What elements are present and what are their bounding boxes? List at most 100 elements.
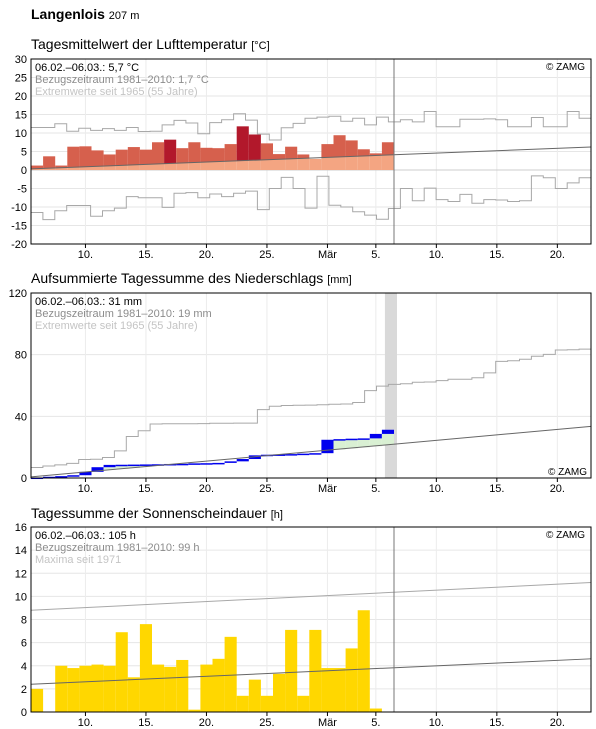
sunshine-title-text: Tagessumme der Sonnenscheindauer	[31, 505, 267, 521]
temperature-bar-anomaly	[139, 149, 152, 165]
sunshine-bar	[248, 679, 261, 712]
station-altitude: 207 m	[108, 10, 140, 22]
normal-precipitation-line	[30, 425, 592, 478]
precipitation-daily-increment	[212, 462, 225, 465]
precipitation-surplus-area	[115, 464, 128, 469]
sunshine-bar	[176, 659, 189, 712]
y-tick-label: 10	[15, 128, 27, 140]
sunshine-bar	[164, 666, 177, 712]
sunshine-bar	[285, 629, 298, 712]
x-tick-label: 15.	[138, 717, 153, 729]
x-tick-label: 20.	[550, 249, 565, 261]
temperature-bar-normal-part	[345, 156, 358, 170]
precipitation-chart: 120 80 40 0 10. 15. 20. 25. Mär 5. 10. 15. 20. 06.02.…	[9, 288, 592, 495]
sunshine-bar	[103, 665, 116, 712]
extremes-note: Extremwerte seit 1965 (55 Jahre)	[35, 86, 198, 98]
extreme-max-line	[31, 348, 591, 468]
sunshine-bar	[115, 632, 128, 712]
y-tick-label: 25	[15, 73, 27, 85]
temperature-bar-anomaly	[224, 144, 237, 162]
sunshine-bar	[260, 695, 273, 712]
sunshine-bar	[91, 664, 104, 712]
temperature-bar-normal-part	[152, 164, 165, 170]
temperature-bar-normal-part	[381, 155, 394, 170]
normal-sunshine-line	[30, 658, 592, 685]
temperature-bar-normal-part	[176, 163, 189, 170]
precipitation-daily-increment	[188, 463, 201, 465]
x-tick-label: Mär	[318, 717, 337, 729]
temperature-bar-anomaly	[91, 150, 104, 167]
y-tick-label: 15	[15, 110, 27, 122]
temperature-bar-normal-part	[224, 161, 237, 170]
station-header: Langenlois 207 m	[31, 6, 139, 22]
temperature-bar-normal-part	[357, 156, 370, 170]
copyright-label: © ZAMG	[546, 530, 585, 541]
extreme-min-line	[31, 175, 591, 221]
sunshine-bar	[79, 665, 92, 712]
sunshine-bar	[188, 709, 201, 712]
temperature-title: Tagesmittelwert der Lufttemperatur [°C]	[31, 36, 270, 52]
temperature-bar-normal-part	[55, 167, 68, 170]
x-tick-label: 10.	[78, 483, 93, 495]
y-tick-label: 5	[21, 147, 27, 159]
precipitation-daily-increment	[369, 433, 382, 439]
y-tick-label: 80	[15, 350, 27, 362]
temperature-bar-anomaly	[127, 147, 140, 165]
temperature-bar-normal-part	[309, 158, 322, 170]
y-tick-label: 20	[15, 91, 27, 103]
x-tick-label: 15.	[138, 249, 153, 261]
x-tick-label: 10.	[78, 249, 93, 261]
plot-border	[30, 526, 592, 713]
reference-summary: Bezugszeitraum 1981–2010: 1,7 °C	[35, 74, 209, 86]
precipitation-daily-increment	[381, 429, 394, 434]
y-tick-label: -10	[11, 202, 27, 214]
copyright-label: © ZAMG	[546, 62, 585, 73]
x-tick-label: 10.	[429, 483, 444, 495]
plot-border	[30, 292, 592, 479]
y-tick-label: 40	[15, 411, 27, 423]
temperature-bar-anomaly	[55, 165, 68, 168]
sunshine-bar	[345, 648, 358, 712]
temperature-bar-normal-part	[43, 168, 56, 170]
temperature-bar-normal-part	[273, 159, 286, 170]
temperature-bar-anomaly	[248, 134, 261, 161]
sunshine-bar	[212, 658, 225, 712]
y-tick-label: 8	[21, 615, 27, 627]
precipitation-daily-increment	[224, 461, 237, 463]
x-tick-label: 20.	[199, 249, 214, 261]
reference-summary: Bezugszeitraum 1981–2010: 19 mm	[35, 308, 212, 320]
x-tick-label: 20.	[199, 717, 214, 729]
temperature-bar-anomaly	[333, 135, 346, 158]
x-tick-label: 15.	[138, 483, 153, 495]
temperature-bar-anomaly	[67, 146, 80, 168]
x-tick-label: 25.	[259, 483, 274, 495]
x-tick-label: 5.	[371, 483, 380, 495]
x-tick-label: 15.	[489, 249, 504, 261]
precipitation-daily-increment	[297, 453, 310, 456]
y-tick-label: 120	[9, 288, 27, 300]
precipitation-daily-increment	[91, 467, 104, 472]
temperature-unit: [°C]	[251, 40, 270, 52]
sunshine-bar	[297, 695, 310, 712]
precipitation-daily-increment	[103, 464, 116, 468]
sunshine-bar	[321, 668, 334, 712]
temperature-bar-anomaly	[285, 146, 298, 159]
temperature-bar-anomaly	[260, 143, 273, 160]
temperature-bar-normal-part	[79, 166, 92, 170]
temperature-bar-normal-part	[127, 164, 140, 170]
sunshine-bar	[200, 664, 213, 712]
precipitation-surplus-area	[333, 439, 346, 450]
y-tick-label: -5	[17, 184, 27, 196]
temperature-bar-normal-part	[103, 165, 116, 170]
temperature-bar-normal-part	[31, 168, 44, 170]
temperature-bar-normal-part	[200, 162, 213, 170]
period-summary: 06.02.–06.03.: 5,7 °C	[35, 62, 139, 74]
y-tick-label: 4	[21, 661, 27, 673]
temperature-bar-normal-part	[333, 157, 346, 170]
temperature-bar-anomaly	[297, 154, 310, 159]
sunshine-title: Tagessumme der Sonnenscheindauer [h]	[31, 505, 283, 521]
temperature-bar-anomaly	[31, 165, 44, 169]
temperature-bar-anomaly	[357, 149, 370, 157]
sunshine-unit: [h]	[270, 509, 283, 521]
precipitation-daily-increment	[200, 463, 213, 465]
